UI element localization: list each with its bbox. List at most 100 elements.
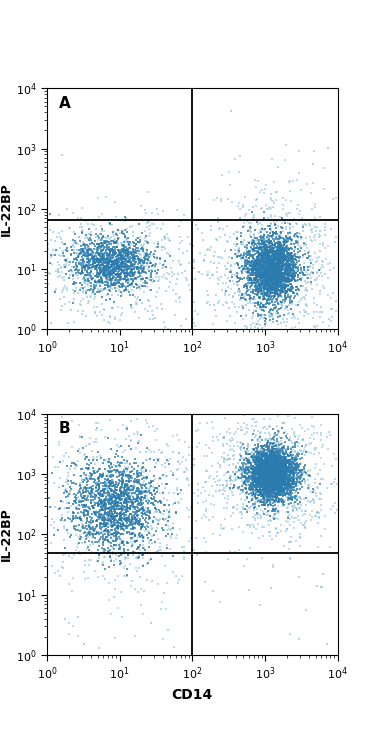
Point [269,265,275,277]
Point [236,166,242,178]
Point [273,464,279,476]
Point [280,482,286,494]
Point [88,517,94,528]
Point [80,293,86,305]
Point [114,500,120,512]
Point [123,212,129,224]
Point [246,455,252,467]
Point [172,498,178,509]
Point [126,509,132,521]
Point [270,450,276,462]
Point [255,246,261,258]
Point [144,417,150,429]
Point [253,481,259,492]
Point [104,478,110,489]
Point [124,458,130,470]
Point [268,250,274,261]
Point [235,482,241,494]
Point [261,473,267,484]
Point [279,482,285,494]
Point [288,274,294,286]
Point [223,297,229,308]
Point [230,291,236,302]
Point [280,456,286,468]
Point [265,280,271,292]
Point [286,284,292,296]
Point [98,528,104,539]
Point [124,498,130,510]
Point [110,247,116,258]
Point [286,469,292,481]
Point [147,256,153,268]
Point [110,247,116,258]
Point [275,475,281,487]
Point [251,474,257,486]
Point [68,222,74,234]
Point [263,255,269,266]
Point [228,244,234,255]
Point [265,250,271,262]
Point [85,484,91,496]
Point [269,258,275,269]
Point [293,282,299,294]
Point [277,269,283,280]
Point [251,473,257,484]
Point [270,473,276,484]
Point [267,253,273,265]
Point [95,555,101,567]
Point [137,497,143,509]
Point [250,262,256,274]
Point [269,269,275,280]
Point [274,445,280,457]
Point [102,524,108,536]
Point [137,487,143,499]
Point [274,294,280,305]
Point [265,456,271,468]
Point [217,461,223,473]
Point [116,247,122,258]
Point [255,259,261,271]
Point [59,272,65,284]
Point [278,467,284,478]
Point [251,473,257,484]
Point [258,248,264,260]
Point [293,454,299,466]
Point [270,450,276,461]
Point [256,532,262,544]
Point [76,267,82,279]
Point [119,508,125,520]
Point [268,434,274,446]
Point [249,476,255,488]
Point [286,493,292,505]
Point [94,498,100,509]
Point [278,473,284,485]
Point [146,483,152,495]
Point [127,516,133,528]
Point [276,238,282,250]
Point [121,497,127,509]
Point [273,502,279,514]
Point [99,276,105,288]
Point [255,464,261,475]
Point [244,286,250,297]
Point [248,269,254,281]
Point [258,486,264,498]
Point [290,243,296,255]
Point [278,457,284,469]
Point [272,475,278,487]
Point [257,470,263,482]
Point [281,267,287,279]
Point [249,474,255,486]
Point [246,217,252,229]
Point [208,498,214,510]
Point [78,240,84,252]
Point [128,470,134,482]
Point [137,283,143,295]
Point [267,472,273,484]
Point [227,545,233,557]
Point [224,439,230,450]
Point [195,308,201,320]
Point [333,295,339,307]
Point [131,259,137,271]
Point [275,460,281,472]
